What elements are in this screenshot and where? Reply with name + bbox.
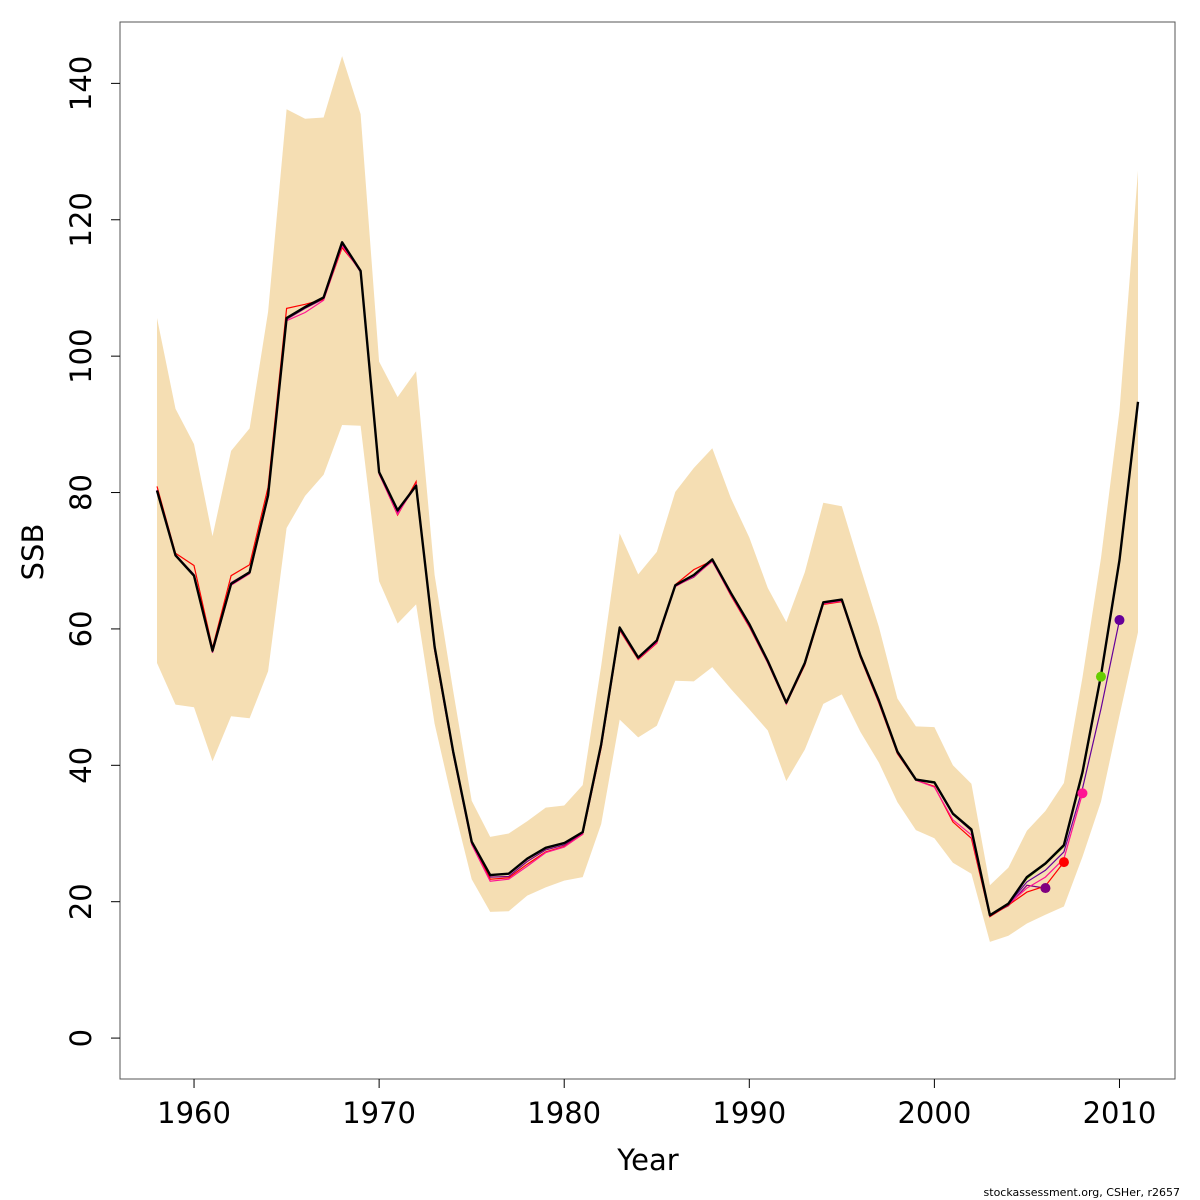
x-tick-label-1980: 1980 [527, 1096, 601, 1130]
retro-endpoint-2007 [1058, 857, 1069, 868]
x-axis: 1960 1970 1980 1990 2000 2010 [157, 1079, 1156, 1130]
y-tick-label-120: 120 [64, 192, 98, 247]
retro-endpoint-2008 [1077, 788, 1088, 799]
y-tick-label-80: 80 [64, 474, 98, 511]
y-axis: 0 20 40 60 80 100 120 140 [64, 56, 120, 1047]
y-tick-label-40: 40 [64, 747, 98, 784]
y-tick-label-100: 100 [64, 328, 98, 383]
retro-endpoint-2006 [1040, 883, 1051, 894]
x-tick-label-1960: 1960 [157, 1096, 231, 1130]
main-ssb-line-layer [155, 241, 1140, 917]
retro-endpoints-layer [1040, 615, 1125, 894]
y-tick-label-140: 140 [64, 56, 98, 111]
x-tick-label-2000: 2000 [897, 1096, 971, 1130]
ssb-line [155, 241, 1140, 917]
confidence-band-layer [157, 56, 1138, 942]
confidence-band [157, 56, 1138, 942]
x-tick-label-1990: 1990 [712, 1096, 786, 1130]
retro-endpoint-2009 [1095, 671, 1106, 682]
y-tick-label-60: 60 [64, 610, 98, 647]
x-tick-label-1970: 1970 [342, 1096, 416, 1130]
x-axis-title: Year [616, 1143, 678, 1177]
y-tick-label-0: 0 [64, 1029, 98, 1047]
retro-endpoint-2010 [1114, 615, 1125, 626]
plot-frame [119, 21, 1176, 1080]
y-tick-label-20: 20 [64, 883, 98, 920]
x-tick-label-2010: 2010 [1083, 1096, 1157, 1130]
y-axis-title: SSB [16, 524, 50, 581]
footer-note: stockassessment.org, CSHer, r2657 [984, 1186, 1180, 1199]
